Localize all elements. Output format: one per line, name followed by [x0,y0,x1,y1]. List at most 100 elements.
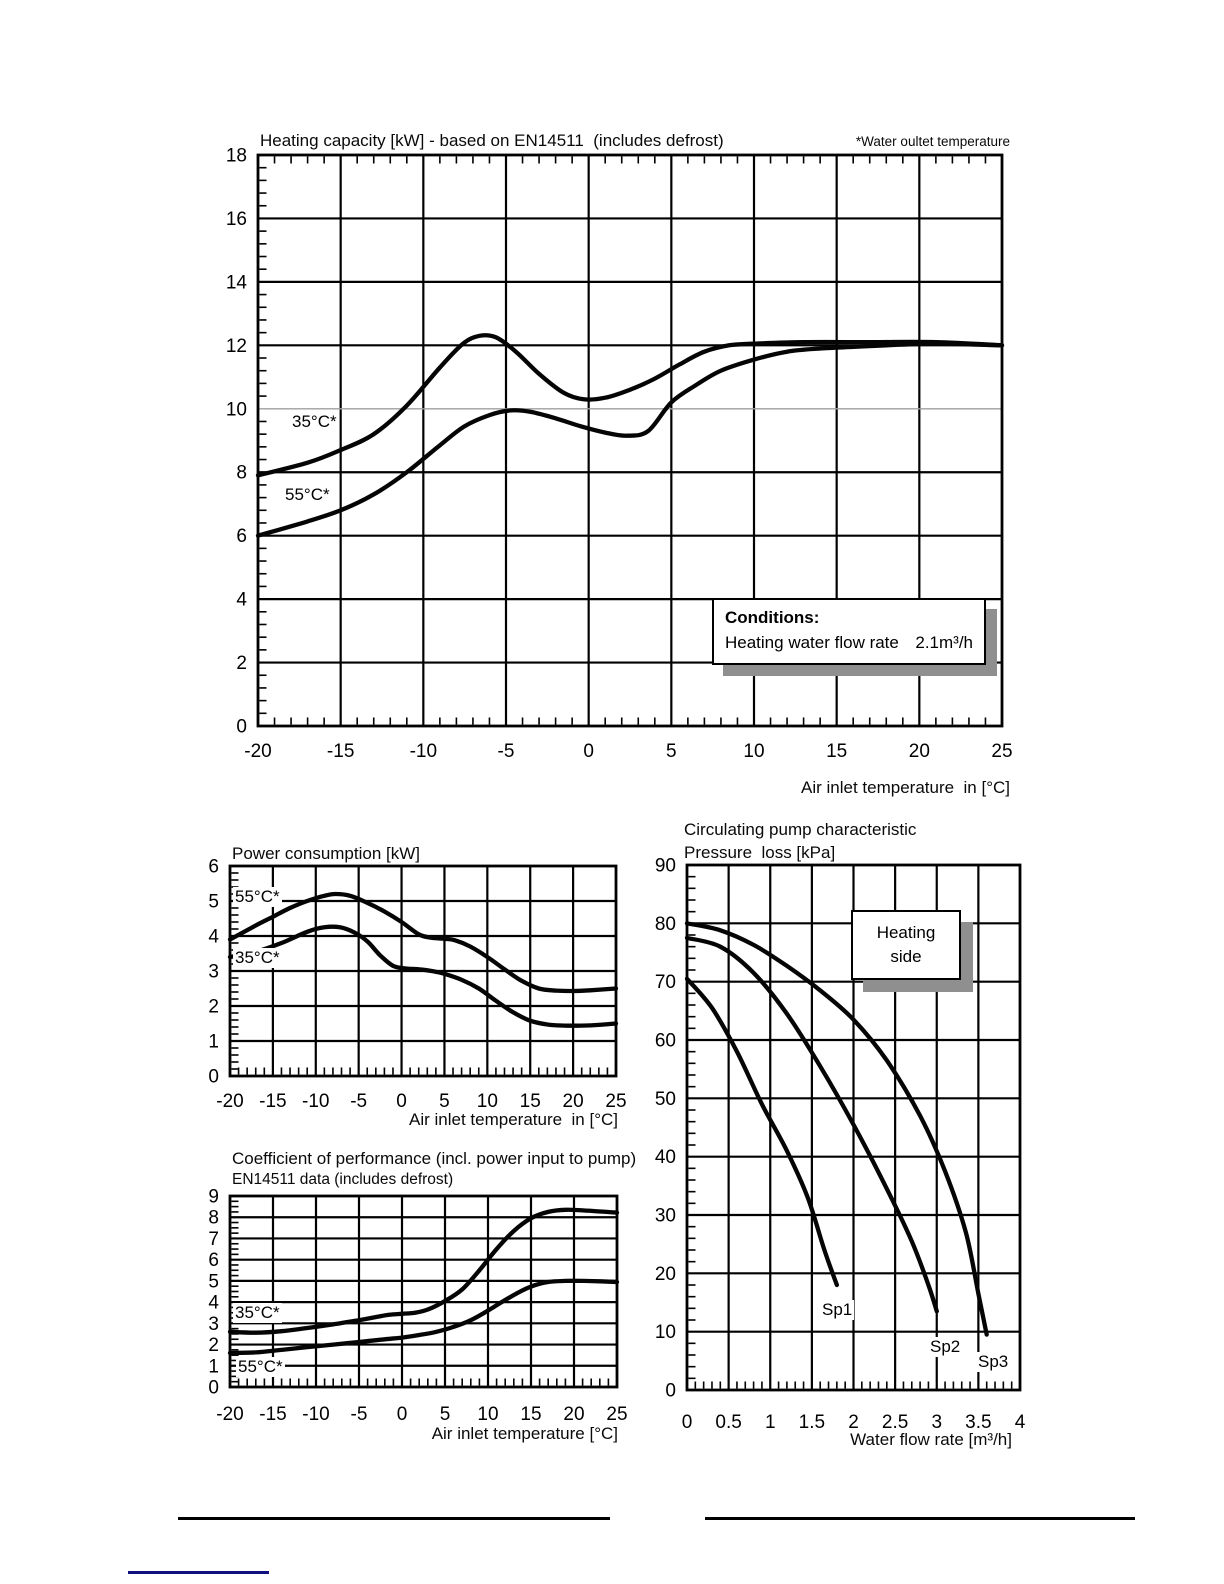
cop-series-55°C* [227,1278,620,1356]
svg-text:0: 0 [583,741,594,762]
cop-series-35°C* [227,1207,620,1335]
svg-text:3: 3 [931,1412,942,1433]
svg-text:2: 2 [208,997,219,1018]
conditions-title: Conditions: [725,608,820,627]
svg-text:2: 2 [848,1412,859,1433]
svg-text:1: 1 [765,1412,776,1433]
svg-text:50: 50 [655,1089,676,1110]
curve-label-35c: 35°C* [233,948,282,968]
svg-text:0.5: 0.5 [715,1412,741,1433]
svg-text:12: 12 [226,336,247,357]
footer-link-underline [128,1571,269,1574]
cop-subtitle: EN14511 data (includes defrost) [232,1171,454,1188]
conditions-box: Conditions: Heating water flow rate 2.1m… [712,598,986,666]
svg-text:-20: -20 [244,741,271,762]
pump-characteristic-series-Sp1 [684,976,840,1288]
svg-text:15: 15 [826,741,847,762]
cop-title: Coefficient of performance (incl. power … [232,1149,637,1168]
svg-text:90: 90 [655,856,676,877]
svg-text:15: 15 [520,1404,541,1425]
svg-text:20: 20 [563,1404,584,1425]
svg-text:-15: -15 [259,1091,286,1112]
svg-text:4: 4 [1015,1412,1026,1433]
pump-characteristic-series-Sp2 [684,935,939,1314]
svg-text:5: 5 [440,1404,451,1425]
svg-text:4: 4 [208,927,219,948]
svg-text:0: 0 [396,1091,407,1112]
svg-text:9: 9 [208,1187,219,1208]
svg-text:-10: -10 [302,1404,329,1425]
curve-label-55c: 55°C* [233,887,282,907]
svg-text:16: 16 [226,209,247,230]
svg-text:0: 0 [236,717,247,738]
svg-text:20: 20 [563,1091,584,1112]
conditions-item: Heating water flow rate [725,632,899,652]
svg-text:-20: -20 [216,1404,243,1425]
svg-text:2.5: 2.5 [882,1412,908,1433]
pump-title: Circulating pump characteristic [684,820,917,839]
power-consumption-plot: -20 -15 -10 -5 0 5 10 15 20 25 0 1 2 3 4 5 6 [208,857,626,1113]
svg-text:25: 25 [605,1091,626,1112]
svg-text:5: 5 [208,1271,219,1292]
svg-text:25: 25 [606,1404,627,1425]
svg-text:5: 5 [439,1091,450,1112]
svg-text:-20: -20 [216,1091,243,1112]
svg-text:4: 4 [236,590,247,611]
footer-rule-left [178,1517,610,1520]
curve-label-55c: 55°C* [236,1357,285,1377]
heating-side-line2: side [890,947,922,966]
svg-text:80: 80 [655,914,676,935]
curve-label-55c: 55°C* [283,485,332,505]
svg-text:20: 20 [655,1264,676,1285]
curve-label-35c: 35°C* [233,1303,282,1323]
heating-capacity-title: Heating capacity [kW] - based on EN14511… [260,131,724,150]
svg-text:20: 20 [909,741,930,762]
heating-capacity-series-55°C* [255,341,1005,538]
svg-text:25: 25 [991,741,1012,762]
svg-text:70: 70 [655,972,676,993]
svg-text:6: 6 [236,526,247,547]
svg-text:1: 1 [208,1032,219,1053]
svg-text:3: 3 [208,962,219,983]
svg-text:2: 2 [236,653,247,674]
svg-text:30: 30 [655,1206,676,1227]
conditions-value: 2.1m³/h [915,632,973,652]
svg-text:0: 0 [682,1412,693,1433]
power-consumption-series-55°C* [227,891,619,994]
svg-text:8: 8 [236,463,247,484]
cop-xaxis-label: Air inlet temperature [°C] [431,1424,618,1443]
svg-text:18: 18 [226,146,247,167]
svg-text:10: 10 [226,399,247,420]
svg-text:15: 15 [520,1091,541,1112]
svg-text:7: 7 [208,1229,219,1250]
curve-label-35c: 35°C* [290,412,339,432]
heating-capacity-plot: -20 -15 -10 -5 0 5 10 15 20 25 0 2 4 6 8 10 12 14 16 18 [226,146,1013,763]
svg-text:10: 10 [477,1404,498,1425]
svg-text:4: 4 [208,1293,219,1314]
pump-characteristic-series-Sp3 [684,921,989,1337]
svg-text:-5: -5 [350,1091,367,1112]
svg-text:6: 6 [208,857,219,878]
svg-text:5: 5 [666,741,677,762]
svg-text:0: 0 [208,1067,219,1088]
svg-text:10: 10 [655,1322,676,1343]
svg-text:3: 3 [208,1314,219,1335]
svg-text:-15: -15 [259,1404,286,1425]
svg-text:5: 5 [208,892,219,913]
svg-text:-5: -5 [351,1404,368,1425]
curve-label-sp3: Sp3 [976,1352,1011,1372]
pump-subtitle: Pressure loss [kPa] [684,843,836,862]
svg-text:-10: -10 [410,741,437,762]
svg-text:60: 60 [655,1031,676,1052]
svg-text:40: 40 [655,1147,676,1168]
svg-text:-5: -5 [498,741,515,762]
svg-text:1.5: 1.5 [799,1412,825,1433]
power-consumption-xaxis-label: Air inlet temperature in [°C] [409,1110,618,1129]
svg-text:14: 14 [226,272,248,293]
pump-xaxis-label: Water flow rate [m³/h] [850,1430,1012,1449]
curve-label-sp1: Sp1 [820,1300,855,1320]
